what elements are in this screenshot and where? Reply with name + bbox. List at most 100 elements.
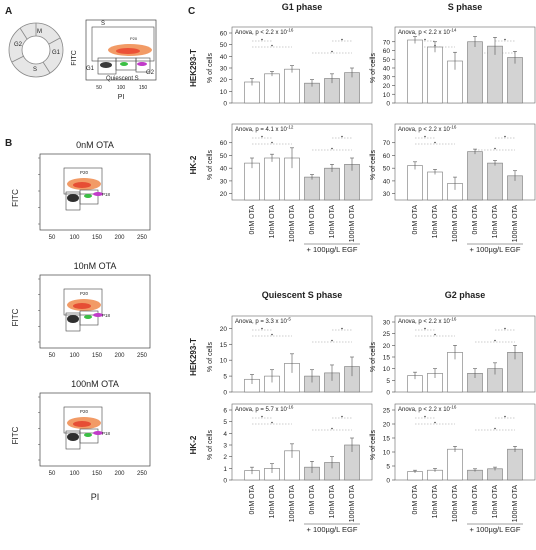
ytick-label: 50 bbox=[383, 166, 391, 173]
panel-c-bar-charts: G1 phase S phase Quiescent S phase G2 phase… bbox=[189, 2, 536, 534]
gate-label-p18: P18 bbox=[102, 313, 111, 318]
row-label: HEK293-T bbox=[189, 338, 198, 376]
axis-label-fitc: FITC bbox=[11, 308, 20, 326]
flow-xtick-label: 200 bbox=[114, 235, 125, 241]
col-title: S phase bbox=[448, 2, 483, 12]
ytick-label: 20 bbox=[383, 83, 391, 90]
ytick-label: 0 bbox=[386, 478, 390, 485]
sig-star bbox=[261, 38, 263, 41]
flow-plot-frame bbox=[39, 392, 151, 467]
sig-star bbox=[331, 50, 333, 53]
ring-label-s: S bbox=[33, 67, 37, 73]
sig-star bbox=[261, 135, 263, 138]
ytick-label: 20 bbox=[220, 191, 228, 198]
bar-chart-3: 30 40 50 60 70 % of cells Anova, p < 2.2 x 10-… bbox=[370, 123, 536, 254]
ytick-label: 0 bbox=[386, 101, 390, 108]
ytick-label: 15 bbox=[220, 342, 228, 349]
ytick-label: 60 bbox=[220, 140, 228, 147]
plot-frame bbox=[231, 403, 373, 481]
flow-xtick-label: 250 bbox=[137, 353, 148, 359]
ytick-label: 40 bbox=[383, 66, 391, 73]
flow-xtick-label: 150 bbox=[92, 235, 103, 241]
flow-plot-frame bbox=[39, 153, 151, 231]
xtick-label: 10nM OTA bbox=[329, 205, 336, 239]
ylabel: % of cells bbox=[207, 430, 214, 460]
plot-frame bbox=[231, 123, 373, 201]
scatter-core bbox=[73, 421, 91, 427]
gate-s bbox=[79, 310, 99, 326]
col-title: G2 phase bbox=[445, 290, 486, 300]
flow-xtick-label: 150 bbox=[92, 471, 103, 477]
egf-label: + 100µg/L EGF bbox=[307, 525, 358, 534]
anova-text: Anova, p = 5.7 x 10 bbox=[235, 407, 288, 413]
plot-frame bbox=[394, 403, 536, 481]
ytick-label: 0 bbox=[386, 390, 390, 397]
xtick-label: 100nM OTA bbox=[452, 205, 459, 243]
gate-label-p20: P20 bbox=[130, 36, 138, 41]
xtick-label: 100nM OTA bbox=[289, 485, 296, 523]
xtick-label: 0nM OTA bbox=[309, 485, 316, 515]
ytick-label: 20 bbox=[220, 326, 228, 333]
axis-label-pi: PI bbox=[91, 492, 100, 502]
bar-chart-6: 0 1 2 3 4 5 6 % of cells Anova, p = 5.7 x 10-16 0… bbox=[207, 403, 373, 534]
bar bbox=[264, 73, 280, 104]
sig-star bbox=[331, 427, 333, 430]
bar bbox=[427, 46, 443, 104]
sig-star bbox=[504, 415, 506, 418]
anova-text: Anova, p < 2.2 x 10 bbox=[398, 127, 451, 133]
sig-star bbox=[331, 339, 333, 342]
xtick-label: 0nM OTA bbox=[412, 485, 419, 515]
xtick-label: 100nM OTA bbox=[452, 485, 459, 523]
anova-exponent: -16 bbox=[450, 125, 457, 130]
scatter-g1-cluster bbox=[67, 315, 79, 323]
bar-chart-5: 0 5 10 15 20 25 30 % of cells Anova, p < 2.2 x 1… bbox=[370, 315, 536, 397]
flow-xtick-label: 250 bbox=[137, 471, 148, 477]
bar bbox=[324, 167, 340, 201]
flow-plot-title: 10nM OTA bbox=[74, 261, 117, 271]
ytick-label: 25 bbox=[383, 408, 391, 415]
flow-xtick-label: 50 bbox=[49, 235, 56, 241]
sig-star bbox=[434, 141, 436, 144]
ring-label-g2: G2 bbox=[14, 42, 23, 48]
ytick-label: 15 bbox=[383, 355, 391, 362]
anova-text: Anova, p < 2.2 x 10 bbox=[398, 407, 451, 413]
ytick-label: 30 bbox=[383, 74, 391, 81]
bar bbox=[407, 39, 423, 104]
row-label: HK-2 bbox=[189, 435, 198, 454]
bar bbox=[244, 162, 260, 201]
scatter-g2-cluster bbox=[93, 313, 103, 317]
bar-chart-2: 20 30 40 50 60 % of cells Anova, p = 4.1 x 10-… bbox=[207, 123, 373, 254]
xtick-label: 100nM OTA bbox=[512, 485, 519, 523]
ytick-label: 3 bbox=[223, 443, 227, 450]
ytick-label: 40 bbox=[220, 166, 228, 173]
ring-label-m: M bbox=[37, 29, 42, 35]
gate-s bbox=[79, 428, 99, 444]
gate-label-s: S bbox=[101, 21, 105, 27]
scatter-core bbox=[73, 182, 91, 188]
ytick-label: 4 bbox=[223, 431, 227, 438]
ytick-label: 50 bbox=[220, 153, 228, 160]
ytick-label: 10 bbox=[383, 366, 391, 373]
scatter-g1-cluster bbox=[67, 433, 79, 441]
egf-label: + 100µg/L EGF bbox=[470, 245, 521, 254]
plot-frame bbox=[231, 26, 373, 104]
bar-chart-0: 0 10 20 30 40 50 60 % of cells Anova, p < 2.2 x … bbox=[207, 26, 373, 108]
sig-star bbox=[494, 339, 496, 342]
ytick-label: 70 bbox=[383, 39, 391, 46]
anova-text: Anova, p = 3.3 x 10 bbox=[235, 319, 288, 325]
gate-s bbox=[79, 189, 99, 205]
gate-p20 bbox=[63, 167, 103, 195]
xtick-label: 10nM OTA bbox=[329, 485, 336, 519]
ytick-label: 10 bbox=[220, 358, 228, 365]
anova-label: Anova, p < 2.2 x 10-14 bbox=[398, 28, 457, 37]
xtick-label: 100nM OTA bbox=[349, 485, 356, 523]
bar bbox=[304, 176, 320, 201]
ytick-label: 15 bbox=[383, 436, 391, 443]
ytick-label: 50 bbox=[383, 57, 391, 64]
sig-star bbox=[494, 427, 496, 430]
sig-star bbox=[341, 38, 343, 41]
ylabel: % of cells bbox=[207, 53, 214, 83]
ytick-label: 1 bbox=[223, 466, 227, 473]
